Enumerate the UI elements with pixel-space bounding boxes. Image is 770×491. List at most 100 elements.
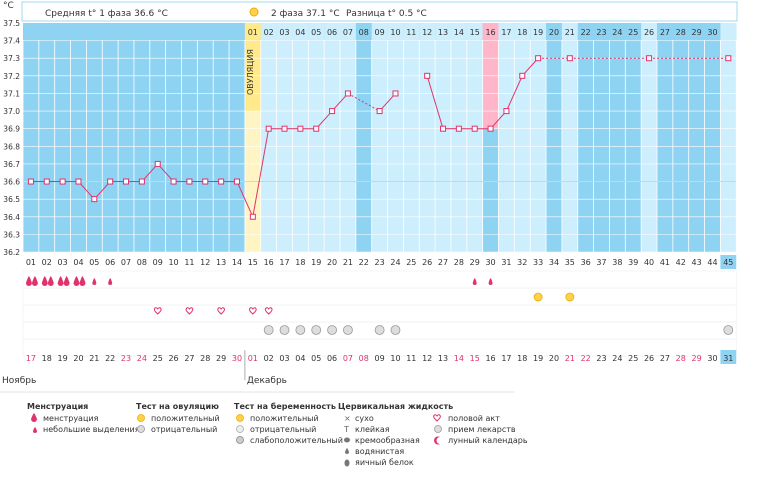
temperature-series — [27, 55, 732, 246]
date-label: 24 — [137, 354, 147, 363]
day-column — [38, 23, 55, 252]
cycle-day-label: 36 — [581, 258, 591, 267]
day-column — [102, 23, 119, 252]
heart-icon — [249, 307, 257, 315]
date-label: 09 — [375, 354, 385, 363]
data-point — [265, 125, 272, 132]
data-point — [107, 178, 114, 185]
pill-icon — [390, 325, 401, 335]
y-tick-label: 36.6 — [3, 178, 20, 187]
data-point — [424, 72, 431, 79]
day-column — [308, 23, 325, 252]
menstruation-drop-icon — [31, 413, 37, 422]
temperature-difference: Разница t° 0.5 °С — [346, 9, 427, 19]
date-label: 30 — [232, 354, 242, 363]
data-point — [186, 178, 193, 185]
menstruation-drop-icon — [57, 276, 64, 286]
pill-icon — [723, 325, 734, 335]
day-column — [625, 23, 642, 252]
pill-icon — [311, 325, 322, 335]
bottom-rows: 01 02 03 04 05 06 07 08 09 10 11 12 13 14 15 16 17 18 19 20… — [2, 255, 737, 386]
day-column — [450, 23, 467, 252]
top-label-cell — [466, 23, 483, 40]
menstruation-drop-icon — [25, 276, 32, 286]
date-label: 17 — [501, 354, 511, 363]
day-column — [514, 23, 531, 252]
data-point — [170, 178, 177, 185]
top-label-cell — [482, 23, 499, 40]
day-column — [593, 23, 610, 252]
light-drop-icon — [92, 278, 97, 285]
top-label-cell — [419, 23, 436, 40]
date-label: 29 — [216, 354, 226, 363]
top-label-cell — [387, 23, 404, 40]
menstruation-drop-icon — [79, 276, 86, 286]
date-label: 03 — [279, 354, 289, 363]
data-point — [43, 178, 50, 185]
date-label: 14 — [454, 354, 464, 363]
heart-icon — [153, 307, 162, 315]
data-point — [154, 160, 161, 167]
top-day-label: 25 — [628, 28, 638, 37]
cycle-day-label: 28 — [454, 258, 464, 267]
top-day-label: 21 — [565, 28, 575, 37]
legend-pregnancy-test-title: Тест на беременность — [234, 401, 336, 411]
sun-icon — [249, 7, 259, 17]
ovulation-positive-icon — [533, 292, 543, 302]
date-label: 21 — [89, 354, 99, 363]
day-column — [260, 23, 277, 252]
top-day-label: 13 — [438, 28, 448, 37]
top-label-cell — [324, 23, 340, 40]
day-column — [292, 23, 309, 252]
data-point — [297, 125, 304, 132]
data-point — [27, 178, 34, 185]
cycle-day-label: 43 — [692, 258, 702, 267]
data-point — [138, 178, 145, 185]
top-day-label: 12 — [422, 28, 432, 37]
day-column — [149, 23, 166, 252]
cycle-day-label: 42 — [676, 258, 686, 267]
date-highlight — [720, 350, 737, 364]
top-day-label: 19 — [533, 28, 543, 37]
cycle-day-label: 14 — [232, 258, 242, 267]
top-day-label: 02 — [264, 28, 274, 37]
data-point — [566, 55, 573, 62]
cycle-day-highlight — [720, 255, 737, 269]
cycle-day-label: 35 — [565, 258, 575, 267]
top-day-label: 07 — [343, 28, 353, 37]
gridlines — [22, 22, 737, 253]
cycle-day-label: 45 — [723, 258, 733, 267]
cycle-day-label: 15 — [248, 258, 258, 267]
top-day-label: 17 — [501, 28, 511, 37]
y-tick-label: 37.4 — [3, 37, 20, 46]
cycle-day-label: 06 — [105, 258, 115, 267]
top-day-label: 06 — [327, 28, 337, 37]
ovulation-positive-icon — [565, 292, 575, 302]
top-label-cell — [498, 23, 515, 40]
legend-cervical-title: Цервикальная жидкость — [338, 402, 453, 411]
y-tick-label: 36.7 — [3, 160, 20, 169]
top-day-label: 22 — [581, 28, 591, 37]
cycle-day-label: 16 — [264, 258, 274, 267]
y-tick-label: 36.2 — [3, 248, 20, 257]
date-label: 23 — [121, 354, 131, 363]
cycle-day-label: 21 — [343, 258, 353, 267]
date-label: 04 — [295, 354, 305, 363]
y-tick-label: 37.0 — [3, 107, 20, 116]
legend-cervical-dry: сухо — [355, 414, 374, 423]
heart-icon — [433, 414, 441, 422]
date-label: 25 — [628, 354, 638, 363]
legend-cervical-watery: водянистая — [355, 447, 404, 456]
top-day-label: 30 — [707, 28, 717, 37]
data-point — [281, 125, 288, 132]
dry-icon: × — [344, 414, 351, 423]
date-label: 02 — [264, 354, 274, 363]
y-tick-label: 36.3 — [3, 230, 20, 239]
top-day-labels: 01 02 03 04 05 06 07 08 09 10 11 12 13 14 15 16 17 18 19 20… — [23, 23, 737, 40]
cycle-day-label: 39 — [628, 258, 638, 267]
pill-icon — [434, 425, 442, 433]
data-point — [75, 178, 82, 185]
cycle-day-label: 11 — [184, 258, 194, 267]
icon-row — [22, 304, 737, 323]
